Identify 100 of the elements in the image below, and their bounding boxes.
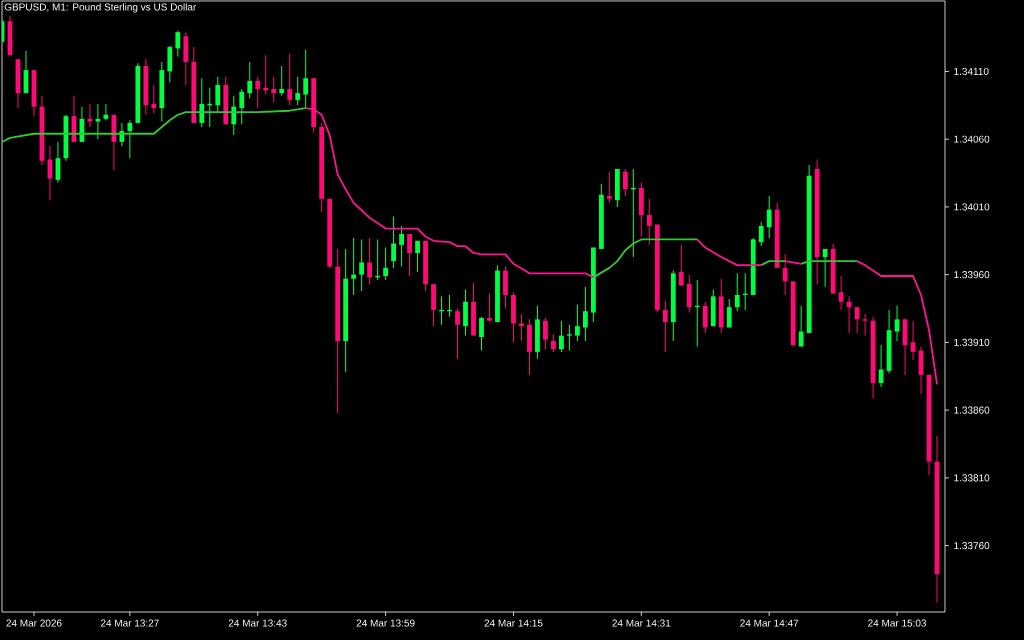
candlestick [399, 225, 404, 268]
candlestick [383, 247, 388, 281]
candlestick [295, 76, 301, 106]
candlestick [151, 84, 157, 114]
candlestick [535, 305, 540, 360]
x-tick-label: 24 Mar 13:43 [228, 619, 287, 627]
candlestick [886, 309, 892, 375]
candlestick [47, 145, 53, 201]
chart-title: GBPUSD, M1: Pound Sterling vs US Dollar [4, 3, 197, 13]
y-tick-label: 1.34010 [954, 203, 990, 211]
candlestick [167, 45, 173, 83]
candlestick [646, 198, 652, 246]
candlestick [838, 275, 844, 311]
candlestick [830, 243, 836, 295]
candlestick [678, 244, 684, 286]
candlestick [143, 58, 149, 116]
candlestick [407, 233, 412, 277]
candlestick [806, 164, 812, 334]
candlestick [479, 316, 484, 352]
candlestick [870, 316, 876, 399]
candlestick [758, 221, 764, 247]
candlestick [774, 202, 780, 269]
candlestick [598, 183, 604, 250]
candlestick [750, 237, 756, 296]
x-tick-label: 24 Mar 14:15 [484, 619, 543, 627]
candlestick [527, 318, 532, 376]
candlestick [159, 61, 165, 123]
candlestick [239, 88, 245, 125]
candlestick [702, 301, 708, 334]
candlestick [846, 295, 852, 334]
candlestick [862, 313, 868, 337]
candlestick [590, 247, 596, 323]
candlestick [638, 182, 644, 238]
candlestick [215, 76, 221, 113]
candlestick [575, 303, 580, 342]
candlestick [95, 103, 101, 140]
candlestick [351, 237, 357, 296]
candlestick [495, 264, 500, 323]
candlestick [199, 77, 205, 128]
candlestick [798, 305, 804, 347]
candlestick [710, 289, 716, 327]
candlestick [15, 58, 21, 109]
candlestick [822, 248, 828, 288]
candlestick [662, 299, 668, 353]
x-tick-label: 24 Mar 13:59 [356, 619, 415, 627]
y-tick-label: 1.34110 [954, 67, 989, 75]
candlestick [55, 141, 61, 184]
candlestick [934, 435, 940, 604]
candlestick [654, 224, 660, 314]
candlestick [734, 272, 740, 312]
candlestick [559, 320, 564, 353]
candlestick [7, 15, 13, 56]
candlestick [918, 345, 924, 395]
candlestick [902, 318, 908, 376]
candlestick [543, 317, 548, 350]
candlestick [31, 69, 37, 117]
candlestick [503, 266, 508, 310]
candlestick [103, 103, 109, 121]
x-tick-label: 24 Mar 2026 [6, 619, 62, 627]
candlestick [790, 280, 796, 347]
candlestick [279, 65, 285, 97]
candlestick [622, 168, 628, 197]
candlestick [223, 76, 229, 125]
candlestick [455, 308, 460, 360]
candlestick [391, 215, 396, 269]
candlestick [367, 237, 373, 285]
candlestick [614, 168, 620, 208]
candlestick [255, 76, 261, 109]
y-tick-label: 1.33760 [954, 542, 990, 550]
candlestick [582, 286, 588, 342]
candlestick [487, 293, 492, 322]
candlestick [606, 171, 612, 204]
candlestick [359, 238, 365, 292]
y-tick-label: 1.33960 [954, 271, 990, 279]
candlestick [726, 298, 732, 328]
candlestick [271, 76, 277, 104]
y-tick-label: 1.33810 [954, 474, 990, 482]
candlestick [343, 248, 349, 373]
candlestick [127, 119, 133, 159]
candlestick [327, 198, 333, 269]
y-tick-label: 1.33860 [954, 406, 990, 414]
candlestick [71, 95, 77, 143]
candlestick [63, 114, 69, 162]
candlestick [511, 291, 516, 343]
x-tick-label: 24 Mar 14:31 [612, 619, 671, 627]
candlestick [431, 283, 436, 327]
candlestick [111, 114, 117, 171]
x-tick-label: 24 Mar 13:27 [100, 619, 159, 627]
x-tick-label: 24 Mar 15:03 [868, 619, 927, 627]
candlestick [926, 374, 932, 476]
candlestick [287, 53, 293, 106]
candlestick [319, 122, 325, 213]
candlestick [191, 46, 197, 124]
candlestick [814, 159, 820, 285]
y-tick-label: 1.34060 [954, 135, 990, 143]
candlestick [175, 30, 181, 58]
candlestick [463, 289, 468, 337]
candlestick [39, 95, 45, 166]
candlestick [782, 253, 788, 296]
candlestick [471, 282, 476, 337]
